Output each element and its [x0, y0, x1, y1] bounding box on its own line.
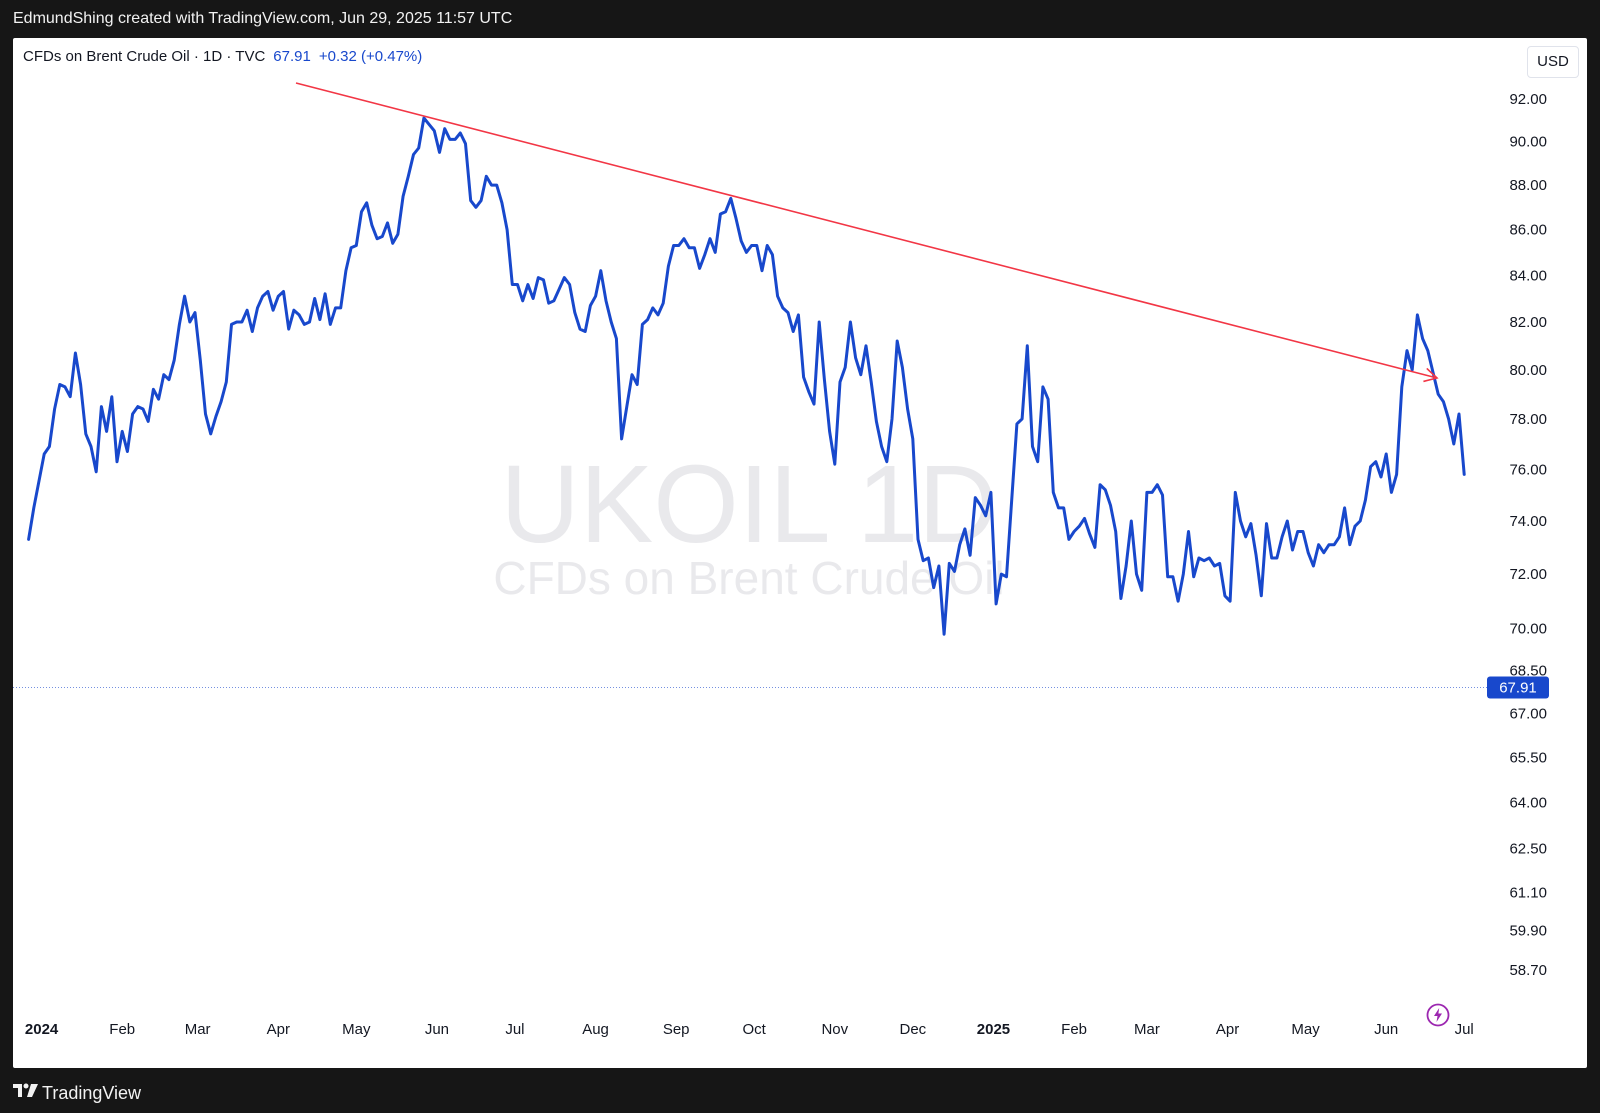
x-tick-label: Jul [1455, 1021, 1474, 1038]
x-tick-label: Aug [582, 1021, 609, 1038]
y-tick-label: 59.90 [1509, 923, 1547, 940]
x-tick-label: 2025 [977, 1021, 1010, 1038]
x-tick-label: Nov [821, 1021, 848, 1038]
x-tick-label: Dec [900, 1021, 927, 1038]
y-tick-label: 86.00 [1509, 222, 1547, 239]
watermark-description: CFDs on Brent Crude Oil [493, 552, 1004, 604]
x-tick-label: Jul [505, 1021, 524, 1038]
y-tick-label: 65.50 [1509, 749, 1547, 766]
x-tick-label: May [342, 1021, 371, 1038]
last-price-label: 67.91 [1499, 679, 1537, 696]
symbol-legend: CFDs on Brent Crude Oil · 1D · TVC 67.91… [23, 48, 422, 65]
y-tick-label: 84.00 [1509, 267, 1547, 284]
x-tick-label: Jun [1374, 1021, 1398, 1038]
x-tick-label: Jun [425, 1021, 449, 1038]
chart-panel[interactable]: UKOIL 1D CFDs on Brent Crude Oil 92.00 90.0… [13, 38, 1587, 1068]
watermark-symbol: UKOIL 1D [500, 443, 997, 566]
x-tick-label: May [1291, 1021, 1320, 1038]
footer: TradingView [0, 1075, 1600, 1113]
y-tick-label: 70.00 [1509, 621, 1547, 638]
x-tick-label: Sep [663, 1021, 690, 1038]
y-tick-label: 76.00 [1509, 461, 1547, 478]
x-tick-label: 2024 [25, 1021, 59, 1038]
x-tick-label: Mar [185, 1021, 211, 1038]
price-series-line [27, 116, 1466, 636]
y-tick-label: 58.70 [1509, 962, 1547, 979]
y-tick-label: 92.00 [1509, 91, 1547, 108]
price-change: +0.32 (+0.47%) [318, 48, 423, 65]
y-tick-label: 72.00 [1509, 566, 1547, 583]
last-price-label-bg [1487, 676, 1549, 699]
y-tick-label: 90.00 [1509, 134, 1547, 151]
attribution-text: EdmundShing created with TradingView.com… [13, 10, 513, 27]
x-tick-label: Feb [109, 1021, 135, 1038]
y-tick-label: 80.00 [1509, 362, 1547, 379]
x-tick-label: Feb [1061, 1021, 1087, 1038]
x-tick-label: Mar [1134, 1021, 1160, 1038]
y-tick-label: 64.00 [1509, 794, 1547, 811]
y-tick-label: 74.00 [1509, 513, 1547, 530]
currency-button[interactable]: USD [1527, 46, 1579, 78]
lightning-icon[interactable] [1426, 1003, 1450, 1027]
y-tick-label: 82.00 [1509, 314, 1547, 331]
instrument-name: CFDs on Brent Crude Oil · 1D · TVC [23, 48, 266, 65]
attribution-bar: EdmundShing created with TradingView.com… [0, 0, 1600, 38]
y-tick-label: 67.00 [1509, 706, 1547, 723]
y-tick-label: 88.00 [1509, 177, 1547, 194]
trendline-arrowhead [1423, 367, 1439, 383]
x-tick-label: Oct [743, 1021, 767, 1038]
y-tick-label: 78.00 [1509, 411, 1547, 428]
trendline-arrow [295, 82, 1438, 379]
last-price: 67.91 [273, 48, 311, 65]
x-tick-label: Apr [1216, 1021, 1239, 1038]
tradingview-logo-icon [13, 1083, 38, 1097]
x-tick-label: Apr [267, 1021, 290, 1038]
footer-brand: TradingView [42, 1083, 142, 1103]
y-tick-label: 68.50 [1509, 663, 1547, 680]
y-tick-label: 61.10 [1509, 884, 1547, 901]
y-tick-label: 62.50 [1509, 840, 1547, 857]
